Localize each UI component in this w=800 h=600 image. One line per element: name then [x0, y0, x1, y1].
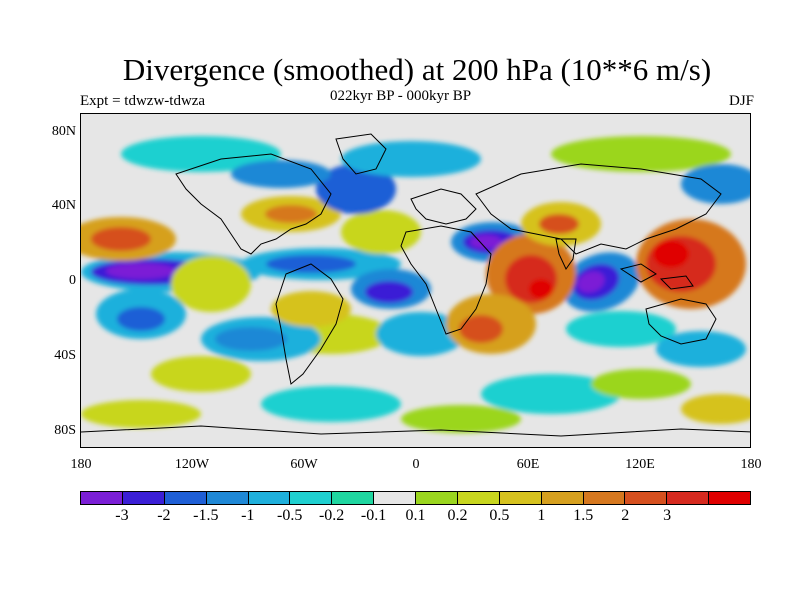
field-region	[653, 240, 689, 268]
legend-swatch	[583, 492, 626, 504]
lon-label-180e: 180	[740, 457, 762, 472]
legend-label: 0.1	[405, 507, 426, 524]
legend-swatch	[499, 492, 542, 504]
legend-swatch	[206, 492, 249, 504]
contour-fill-regions	[81, 136, 750, 433]
divergence-field	[81, 114, 750, 447]
legend-swatch	[164, 492, 207, 504]
field-region	[681, 164, 750, 204]
field-region	[577, 271, 605, 293]
legend-label: 0.5	[489, 507, 510, 524]
field-region	[271, 291, 351, 327]
coastline	[475, 163, 722, 255]
field-region	[529, 279, 553, 299]
field-region	[470, 235, 502, 249]
field-region	[81, 400, 201, 428]
field-region	[566, 311, 676, 347]
legend-swatch	[374, 492, 416, 504]
legend-label: -0.1	[360, 507, 387, 524]
legend-label: -1	[241, 507, 255, 524]
lon-label-0: 0	[412, 457, 420, 472]
map-subtitle: 022kyr BP - 000kyr BP	[330, 88, 472, 104]
coastline	[619, 263, 657, 283]
legend-label: 1	[537, 507, 546, 524]
coastline	[400, 225, 492, 335]
coastline	[335, 133, 387, 175]
field-region	[261, 386, 401, 422]
field-region	[539, 214, 579, 234]
lat-label-80n: 80N	[51, 124, 76, 139]
field-region	[121, 136, 281, 172]
legend-swatch	[122, 492, 165, 504]
field-region	[551, 136, 731, 172]
coastline	[659, 275, 694, 290]
field-region	[151, 356, 251, 392]
field-region	[591, 369, 691, 399]
field-region	[656, 331, 746, 367]
legend-label: -3	[115, 507, 129, 524]
legend-label: -2	[157, 507, 171, 524]
legend-swatch	[248, 492, 291, 504]
experiment-label: Expt = tdwzw-tdwza	[80, 93, 206, 109]
lat-label-0: 0	[69, 273, 76, 288]
lon-label-60w: 60W	[290, 457, 318, 472]
lat-label-40s: 40S	[54, 348, 76, 363]
coastline	[410, 188, 477, 225]
legend-swatch	[416, 492, 458, 504]
divergence-map	[80, 113, 751, 448]
field-region	[365, 281, 413, 303]
field-region	[376, 312, 466, 356]
field-region	[481, 374, 621, 414]
coastlines	[81, 133, 750, 437]
legend-swatch	[709, 492, 750, 504]
color-legend	[80, 491, 751, 505]
field-region	[215, 327, 287, 351]
coastline	[645, 298, 717, 345]
legend-label: 3	[663, 507, 672, 524]
legend-label: -0.5	[277, 507, 303, 524]
map-title: Divergence (smoothed) at 200 hPa (10**6 …	[122, 52, 712, 87]
lon-label-120w: 120W	[174, 457, 210, 472]
field-region	[341, 210, 421, 254]
field-region	[106, 263, 176, 279]
field-region	[681, 394, 750, 424]
field-region	[401, 405, 521, 433]
legend-swatch	[332, 492, 375, 504]
lon-label-120e: 120E	[625, 457, 655, 472]
legend-swatch	[457, 492, 500, 504]
coastline	[555, 238, 577, 270]
coastline	[275, 263, 344, 385]
legend-swatch	[290, 492, 333, 504]
legend-label: 0.2	[447, 507, 468, 524]
field-region	[459, 315, 503, 343]
field-region	[341, 141, 481, 177]
legend-label: -1.5	[193, 507, 219, 524]
legend-label: 2	[621, 507, 630, 524]
field-region	[171, 256, 251, 312]
season-label: DJF	[728, 93, 754, 109]
coastline	[81, 425, 750, 437]
lon-label-60e: 60E	[516, 457, 540, 472]
lon-label-180w: 180	[70, 457, 92, 472]
legend-label: 1.5	[573, 507, 594, 524]
legend-swatch	[541, 492, 584, 504]
field-region	[117, 307, 165, 331]
legend-label: -0.2	[318, 507, 345, 524]
lat-label-40n: 40N	[51, 198, 76, 213]
field-region	[265, 205, 317, 223]
legend-swatch	[625, 492, 668, 504]
field-region	[231, 160, 331, 188]
legend-swatch	[667, 492, 710, 504]
field-region	[316, 164, 396, 214]
field-region	[91, 227, 151, 251]
legend-swatch	[81, 492, 123, 504]
lat-label-80s: 80S	[54, 423, 76, 438]
coastline	[175, 153, 332, 255]
